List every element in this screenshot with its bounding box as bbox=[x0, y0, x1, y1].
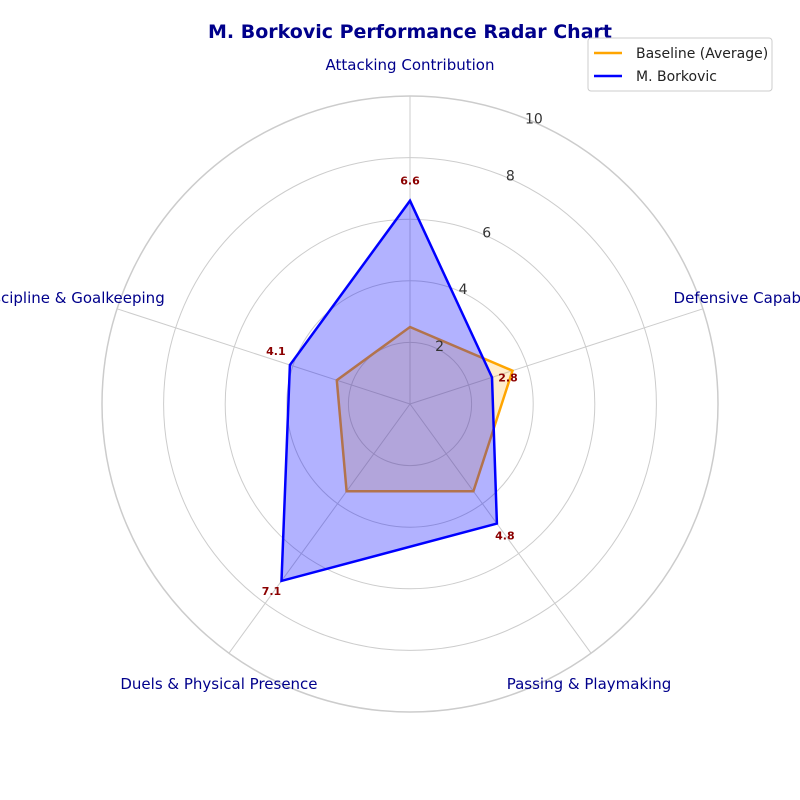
category-label: Duels & Physical Presence bbox=[120, 675, 317, 693]
radial-tick-label: 8 bbox=[506, 168, 515, 184]
radial-tick-label: 2 bbox=[435, 339, 444, 355]
series-polygon bbox=[280, 198, 499, 583]
series-layer bbox=[280, 198, 515, 583]
legend-label: M. Borkovic bbox=[636, 69, 717, 85]
data-value-label: 4.8 bbox=[495, 530, 515, 543]
series-polygon bbox=[335, 325, 515, 493]
category-label: Defensive Capability bbox=[674, 289, 800, 307]
legend-label: Baseline (Average) bbox=[636, 46, 768, 62]
radial-tick-label: 4 bbox=[459, 282, 468, 298]
legend: Baseline (Average) M. Borkovic bbox=[587, 37, 773, 92]
category-label: Passing & Playmaking bbox=[507, 675, 672, 693]
data-value-label: 7.1 bbox=[262, 585, 282, 598]
radial-tick-label: 10 bbox=[525, 111, 543, 127]
data-value-label: 4.1 bbox=[266, 345, 286, 358]
radar-grid bbox=[101, 95, 719, 713]
legend-box bbox=[587, 37, 773, 92]
axis-spoke bbox=[409, 308, 704, 405]
category-label: Attacking Contribution bbox=[326, 56, 495, 74]
data-value-label: 2.8 bbox=[498, 371, 518, 384]
chart-title: M. Borkovic Performance Radar Chart bbox=[208, 21, 612, 43]
axis-spoke bbox=[116, 308, 411, 405]
radial-tick-label: 6 bbox=[482, 225, 491, 241]
axis-spoke bbox=[228, 403, 411, 654]
axis-spoke bbox=[409, 403, 592, 654]
data-value-label: 6.6 bbox=[400, 175, 420, 188]
label-layer: 2 4 6 8 10 Attacking Contribution Defensive Ca… bbox=[0, 56, 800, 693]
category-label: Discipline & Goalkeeping bbox=[0, 289, 165, 307]
